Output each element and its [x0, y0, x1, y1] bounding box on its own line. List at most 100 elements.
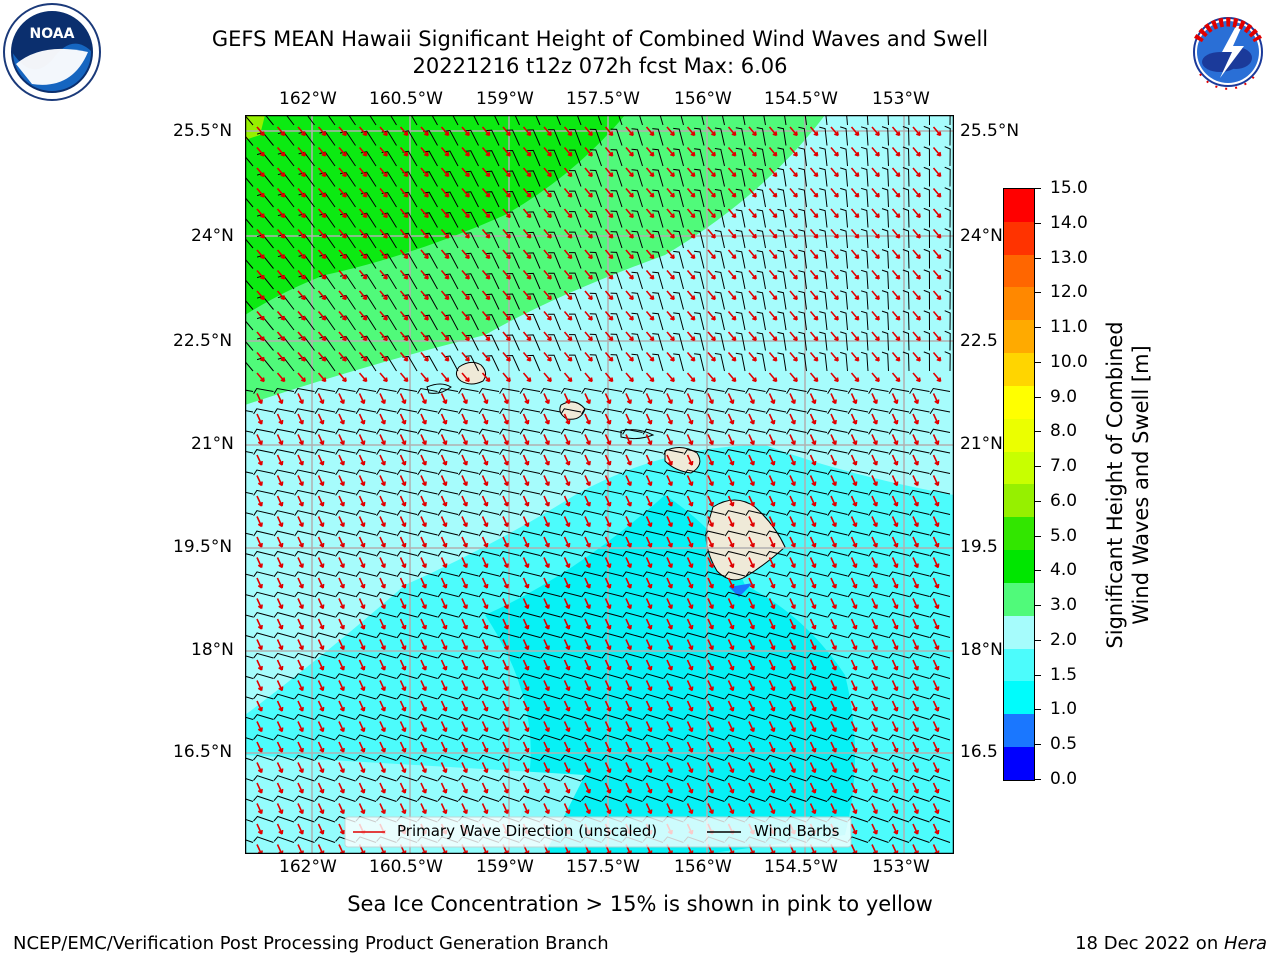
wave-direction-arrow [912, 516, 919, 528]
wind-barb [704, 693, 725, 700]
wind-barb [724, 673, 746, 679]
wave-direction-arrow [502, 393, 509, 405]
wind-barb [253, 673, 274, 679]
lat-label-left: 22.5°N [173, 331, 233, 351]
wave-direction-arrow [748, 228, 757, 239]
wave-direction-arrow [768, 351, 778, 362]
wave-direction-arrow [440, 680, 448, 692]
wave-direction-arrow [809, 331, 819, 342]
wave-direction-arrow [727, 372, 737, 383]
colorbar-tick-label: 1.0 [1050, 699, 1078, 720]
wind-barb [437, 734, 459, 741]
wind-barb [245, 196, 254, 208]
wind-barb [458, 449, 479, 455]
wave-direction-arrow [563, 680, 571, 692]
wave-direction-arrow [666, 434, 673, 446]
wave-direction-arrow [604, 598, 612, 610]
wave-direction-arrow [830, 126, 839, 137]
wave-direction-arrow [686, 187, 696, 198]
wind-barb [437, 428, 459, 435]
wind-barb [909, 387, 930, 394]
wave-direction-arrow [461, 351, 470, 362]
wind-barb [622, 571, 643, 578]
wind-barb [478, 714, 500, 720]
wave-direction-arrow [686, 495, 694, 507]
wave-direction-arrow [276, 187, 286, 198]
wind-barb [601, 612, 623, 618]
wave-direction-arrow [420, 393, 427, 405]
wind-barb [745, 652, 766, 659]
wind-barb [569, 334, 582, 351]
wind-barb [902, 269, 910, 290]
wave-direction-arrow [768, 659, 776, 671]
wind-barb [396, 693, 418, 700]
wave-direction-arrow [543, 700, 550, 712]
wave-direction-arrow [584, 146, 593, 157]
wave-direction-arrow [276, 146, 286, 157]
wave-direction-arrow [522, 577, 530, 589]
wave-direction-arrow [317, 351, 327, 362]
wave-direction-arrow [932, 557, 940, 569]
wind-barb [704, 408, 725, 415]
wave-direction-arrow [830, 536, 837, 548]
wind-barb [560, 449, 582, 455]
wave-direction-arrow [440, 516, 448, 528]
wave-direction-arrow [481, 639, 489, 651]
wind-barb [396, 775, 418, 782]
wave-direction-arrow [399, 803, 407, 815]
wave-direction-arrow [399, 659, 407, 671]
wind-barb [245, 736, 254, 741]
wind-barb [245, 553, 254, 556]
wind-barb [478, 612, 500, 618]
wind-barb [652, 210, 664, 228]
wave-direction-arrow [420, 331, 429, 342]
wind-barb [786, 652, 807, 659]
wave-direction-arrow [707, 146, 716, 157]
wind-barb [253, 530, 274, 537]
wind-barb [548, 293, 561, 310]
wave-direction-arrow [317, 249, 327, 260]
wind-barb [847, 714, 869, 720]
wave-direction-arrow [809, 249, 819, 260]
wind-barb [827, 673, 848, 679]
wave-direction-arrow [584, 413, 591, 425]
wave-direction-arrow [871, 516, 878, 528]
wave-direction-arrow [379, 413, 386, 425]
wind-barb [273, 652, 295, 659]
wind-barb [888, 449, 910, 455]
wind-barb [756, 311, 766, 331]
wind-barb [819, 208, 828, 228]
wave-direction-arrow [727, 762, 735, 774]
wind-barb [724, 693, 746, 700]
wind-barb [396, 469, 418, 476]
wave-direction-arrow [604, 741, 612, 753]
wave-direction-arrow [481, 536, 489, 548]
colorbar-segment [1004, 451, 1034, 485]
wind-barb [673, 209, 684, 228]
wave-direction-arrow [727, 536, 735, 548]
wind-barb [499, 632, 520, 639]
wind-barb [560, 469, 582, 476]
wave-direction-arrow [420, 577, 427, 589]
wave-direction-arrow [871, 475, 878, 487]
wave-direction-arrow [748, 762, 755, 774]
wave-direction-arrow [604, 434, 612, 446]
wind-barb [819, 147, 828, 167]
wave-direction-arrow [420, 310, 429, 321]
wave-direction-arrow [727, 659, 735, 671]
wave-direction-arrow [891, 351, 901, 362]
wave-direction-arrow [461, 228, 470, 239]
wind-barb [735, 270, 746, 290]
wind-barb [683, 693, 705, 700]
wave-direction-arrow [440, 639, 448, 651]
wave-direction-arrow [932, 803, 940, 815]
wind-barb [756, 352, 766, 372]
colorbar-tick-label: 5.0 [1050, 525, 1078, 546]
wave-direction-arrow [338, 721, 345, 733]
wind-barb [929, 632, 951, 639]
wave-direction-arrow [297, 803, 304, 815]
wind-barb [860, 146, 869, 167]
wave-direction-arrow [912, 454, 919, 466]
wave-direction-arrow [358, 741, 366, 753]
wind-barb [735, 168, 746, 187]
